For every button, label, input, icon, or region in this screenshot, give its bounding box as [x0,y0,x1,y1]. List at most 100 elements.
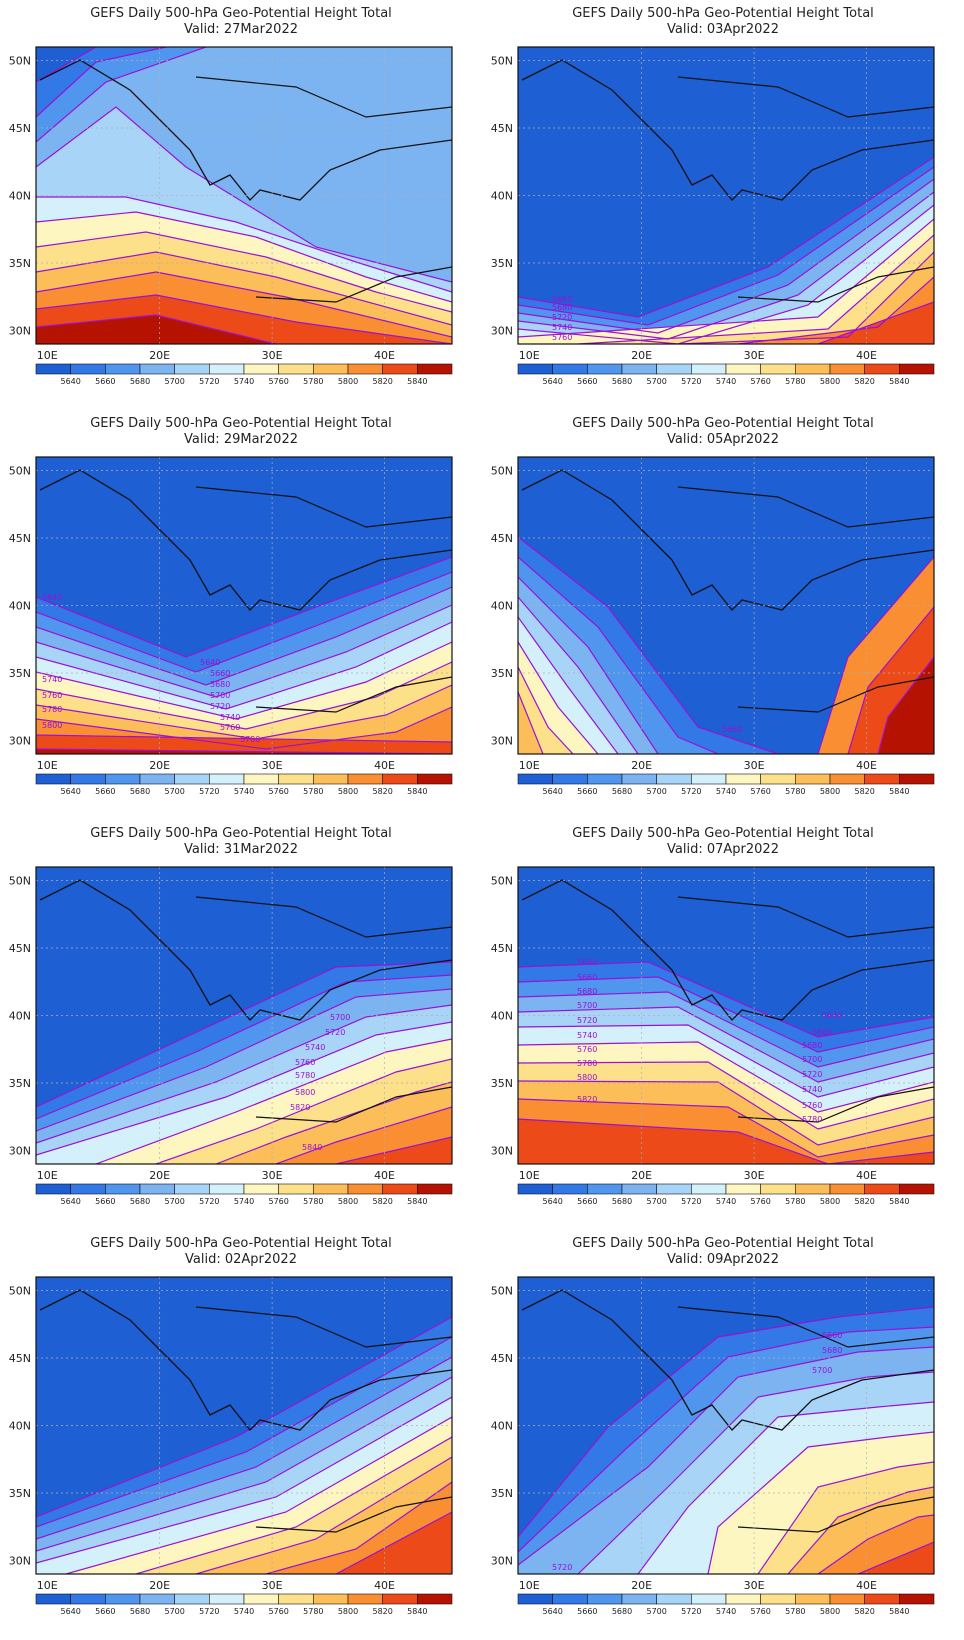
colorbar-swatch [725,773,761,785]
plot-frame [517,1276,935,1575]
contour-label: 5740 [305,1043,325,1052]
colorbar-label: 5820 [372,377,392,386]
contour-line [857,1541,934,1574]
contour-line [65,1416,452,1574]
lon-tick-label: 40E [374,349,395,362]
contour-line [36,684,452,740]
contour-label: 5720 [577,1016,597,1025]
contour-line [36,974,452,1120]
contour-map: 5660 30N 35N 40N 45N 50N 10E 20E 30E 40E 5640 5660 5… [491,456,935,796]
lat-tick-label: 35N [491,257,513,270]
colorbar-swatch [829,363,865,375]
lat-tick-label: 30N [9,325,31,338]
contour-label: 5740 [577,1031,597,1040]
colorbar-label: 5680 [130,1607,150,1616]
contour-line [518,961,934,1038]
contour-label: 5740 [802,1085,822,1094]
colorbar-label: 5680 [612,1197,632,1206]
panel-title: GEFS Daily 500-hPa Geo-Potential Height … [572,826,874,841]
contour-line [36,748,452,754]
lon-tick-label: 40E [856,759,877,772]
colorbar-swatch [691,1593,727,1605]
contour-line [36,988,452,1132]
contour-line [36,47,207,143]
colorbar-label: 5720 [199,787,219,796]
colorbar-label: 5700 [164,1607,184,1616]
colorbar-label: 5660 [95,1607,115,1616]
colorbar-swatch [139,363,175,375]
plot-frame [517,866,935,1165]
lon-tick-label: 40E [856,349,877,362]
lat-tick-label: 40N [9,600,31,613]
contour-label: 5640 [577,958,597,967]
lon-tick-label: 40E [374,1169,395,1182]
map-panel-05apr: GEFS Daily 500-hPa Geo-Potential Height … [482,410,964,820]
contour-line [518,641,599,754]
lat-tick-label: 30N [9,1145,31,1158]
colorbar-swatch [278,1593,314,1605]
map-panel-07apr: GEFS Daily 500-hPa Geo-Potential Height … [482,820,964,1230]
colorbar-swatch [621,363,657,375]
colorbar-label: 5660 [577,1197,597,1206]
lon-tick-label: 10E [37,349,58,362]
lat-tick-label: 35N [491,667,513,680]
contour-label: 5740 [220,713,240,722]
colorbar-label: 5760 [268,787,288,796]
contour-label: 5820 [290,1103,310,1112]
contour-line [36,1396,452,1564]
lat-tick-label: 50N [9,465,31,478]
colorbar-label: 5720 [681,787,701,796]
colorbar-label: 5700 [164,1197,184,1206]
colorbar-swatch [417,1593,453,1605]
panel-title: GEFS Daily 500-hPa Geo-Potential Height … [90,826,392,841]
lon-tick-label: 40E [374,1579,395,1592]
contour-label: 5700 [577,1001,597,1010]
height-band [36,315,452,344]
colorbar-swatch [587,1593,623,1605]
height-band [518,577,934,754]
contour-line [36,294,452,344]
lat-tick-label: 50N [9,55,31,68]
lat-tick-label: 35N [9,1487,31,1500]
contour-label: 5760 [802,1101,822,1110]
colorbar-label: 5800 [338,377,358,386]
colorbar-swatch [209,1183,245,1195]
contour-label: 5680 [552,303,572,312]
colorbar-swatch [70,1183,106,1195]
lon-tick-label: 20E [149,1169,170,1182]
colorbar-label: 5680 [130,787,150,796]
lat-tick-label: 50N [491,55,513,68]
plot-frame [35,46,453,345]
contour-line [135,1436,452,1574]
colorbar-swatch [382,363,418,375]
colorbar-label: 5680 [612,377,632,386]
coastline [521,59,934,201]
plot-frame [517,456,935,755]
colorbar-swatch [417,363,453,375]
map-panel-27mar: GEFS Daily 500-hPa Geo-Potential Height … [0,0,482,410]
contour-line [215,1081,452,1164]
contour-label: 5760 [577,1045,597,1054]
lat-tick-label: 30N [491,735,513,748]
colorbar-swatch [621,1183,657,1195]
contour-line [36,961,452,1108]
colorbar-swatch [517,1593,553,1605]
colorbar-swatch [795,1593,831,1605]
colorbar-label: 5800 [338,1607,358,1616]
colorbar-swatch [587,773,623,785]
border-line [195,486,452,528]
colorbar-swatch [174,1593,210,1605]
colorbar-swatch [517,363,553,375]
lon-tick-label: 30E [744,1579,765,1592]
contour-line [518,1326,934,1553]
contour-line [518,204,934,344]
colorbar-swatch [899,1593,935,1605]
contour-label: 5760 [42,691,62,700]
height-field: 5640 5660 5680 5700 5720 5740 5760 5780 5800 5820… [518,867,934,1164]
contour-label: 5700 [210,691,230,700]
colorbar-label: 5700 [164,377,184,386]
colorbar-label: 5720 [199,1197,219,1206]
lat-tick-label: 45N [491,122,513,135]
lon-tick-label: 30E [262,1579,283,1592]
lat-tick-label: 35N [9,667,31,680]
